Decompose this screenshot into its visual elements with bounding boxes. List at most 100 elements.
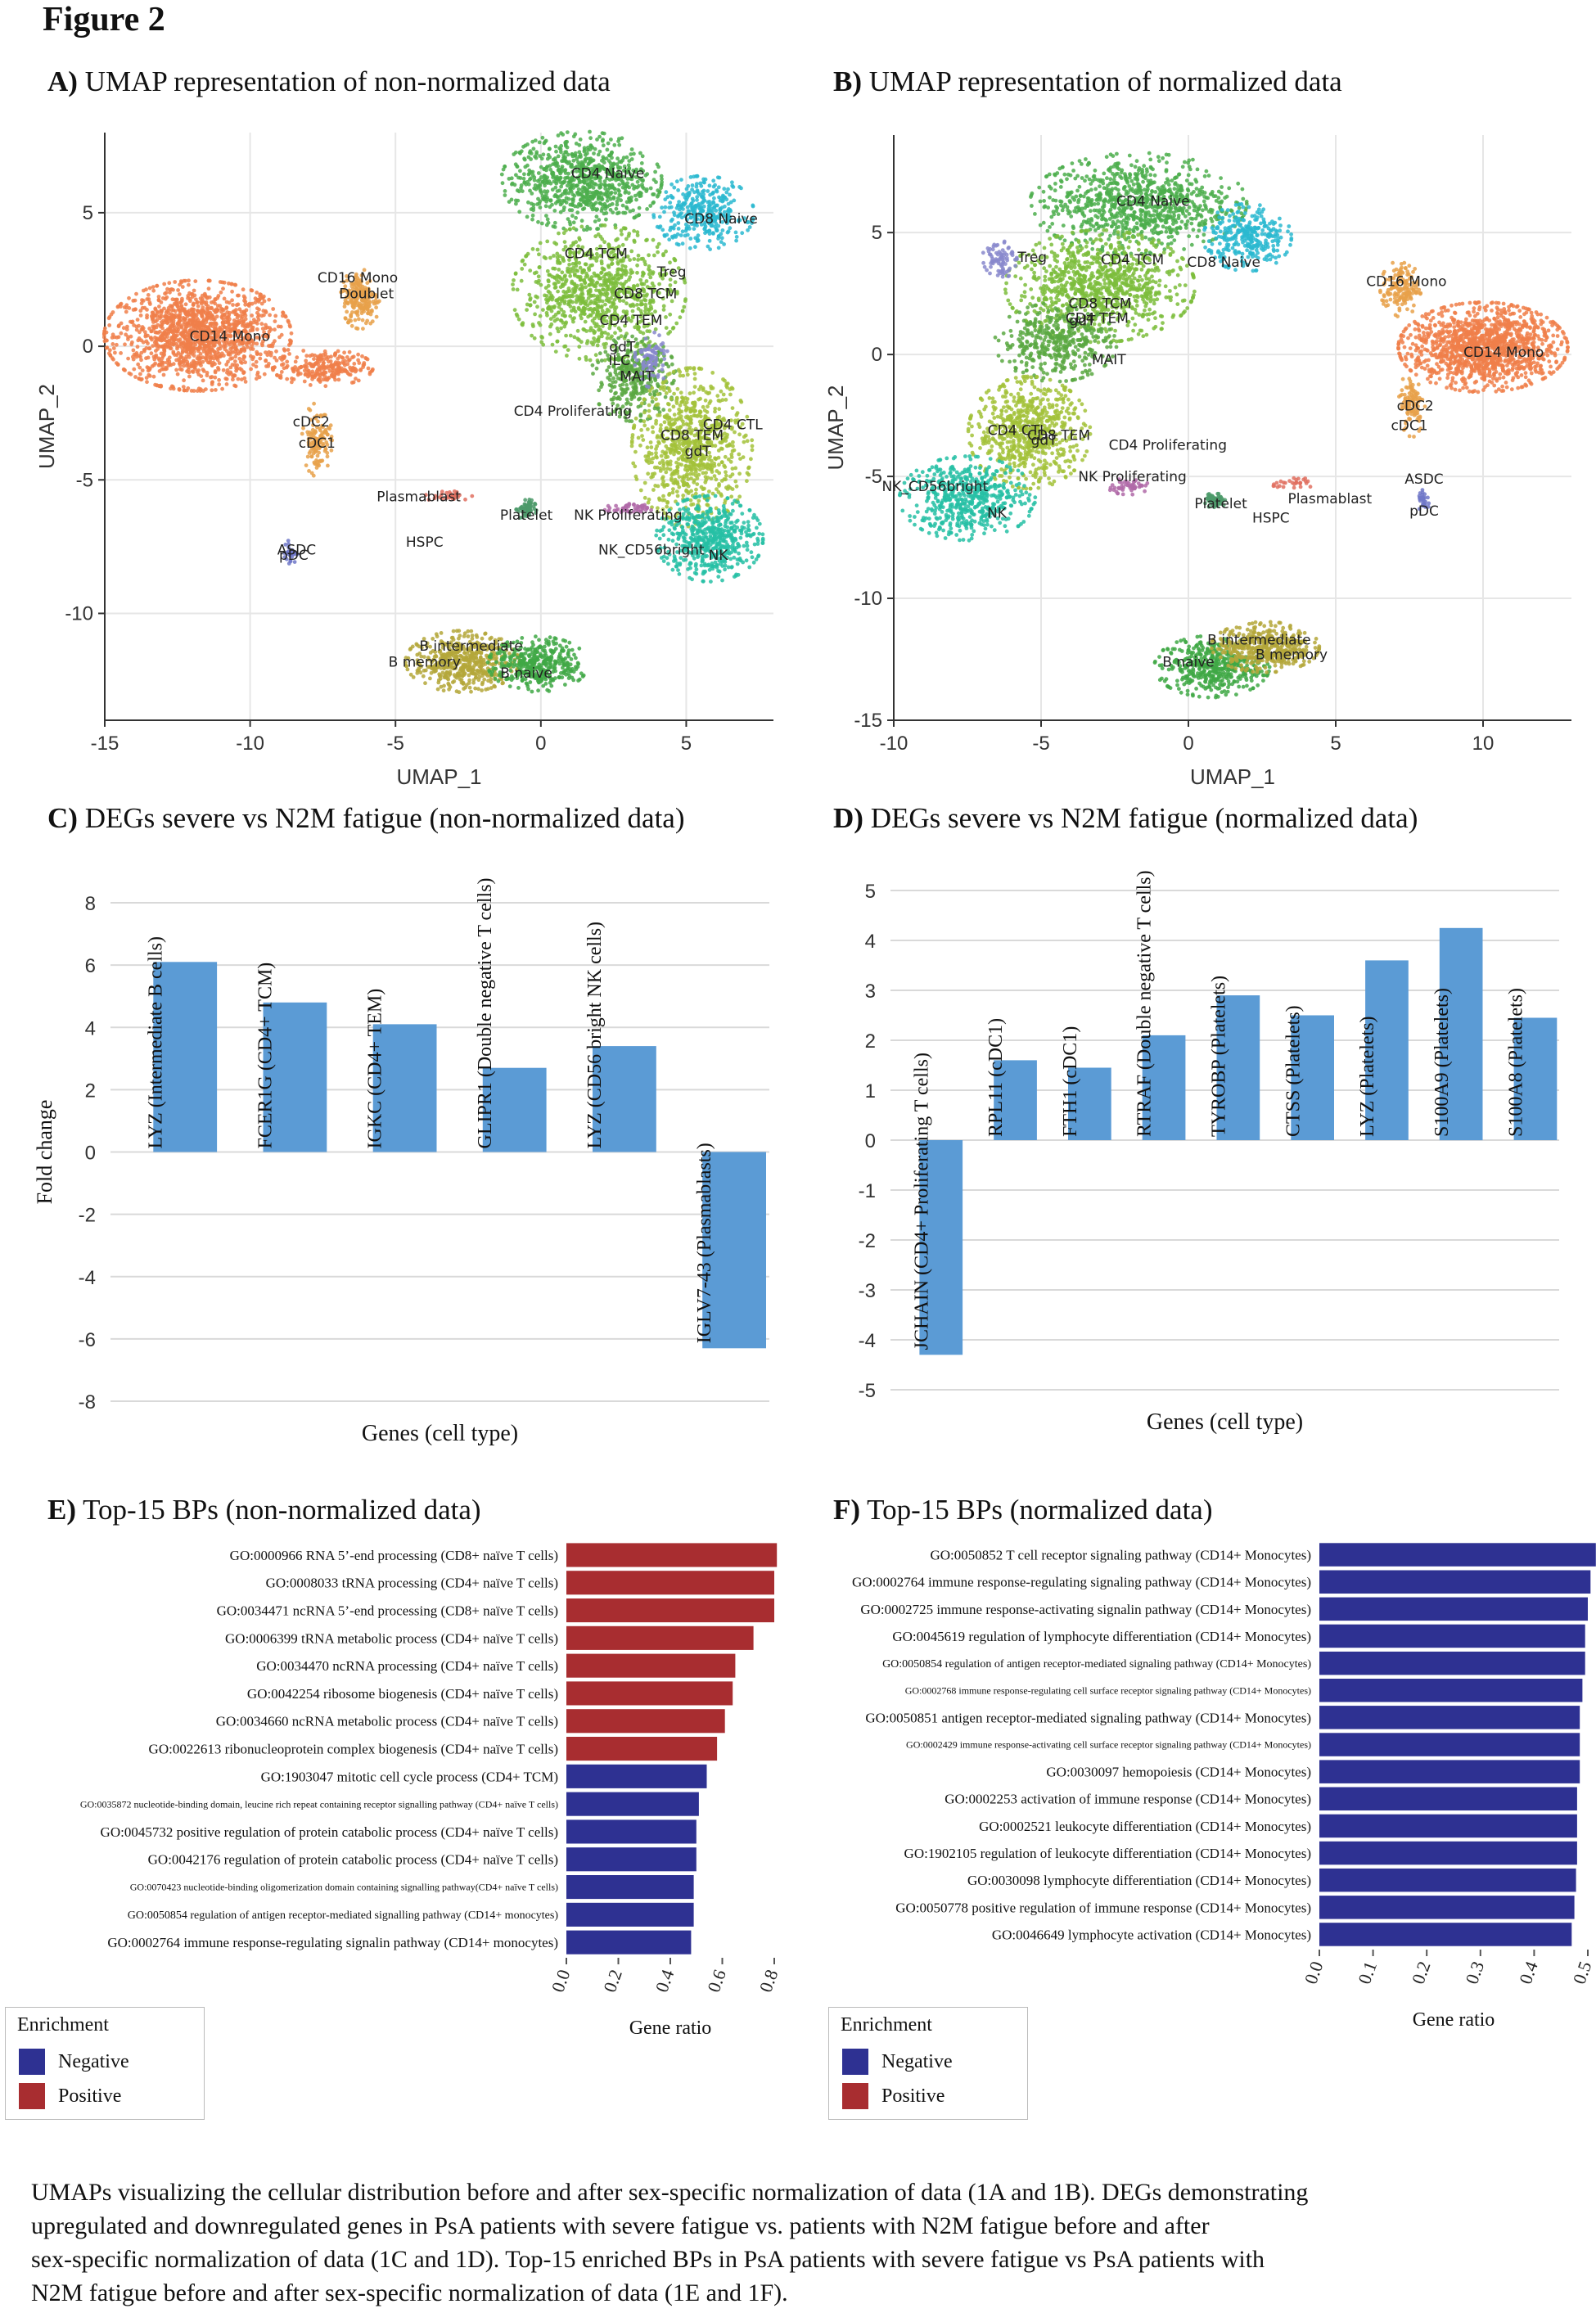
data-point xyxy=(722,195,727,200)
data-point xyxy=(354,310,359,315)
data-point xyxy=(312,357,316,361)
data-point xyxy=(650,399,655,404)
data-point xyxy=(233,282,238,287)
data-point xyxy=(161,372,166,377)
data-point xyxy=(259,295,264,300)
data-point xyxy=(657,214,662,219)
data-point xyxy=(565,354,569,358)
data-point xyxy=(639,257,644,261)
data-point xyxy=(214,388,218,392)
data-point xyxy=(667,205,672,210)
data-point xyxy=(585,151,589,156)
data-point xyxy=(321,377,326,382)
data-point xyxy=(659,423,663,427)
data-point xyxy=(640,386,644,391)
panel-e-title: E) Top-15 BPs (non-normalized data) xyxy=(47,1494,481,1526)
data-point xyxy=(620,158,624,163)
data-point xyxy=(577,345,582,349)
data-point xyxy=(632,151,636,156)
data-point xyxy=(204,358,209,363)
data-point xyxy=(530,217,534,222)
data-point xyxy=(668,312,673,317)
data-point xyxy=(653,169,657,174)
data-point xyxy=(692,174,696,179)
data-point xyxy=(336,360,340,365)
data-point xyxy=(104,338,109,343)
data-point xyxy=(612,187,617,192)
data-point xyxy=(580,309,585,313)
data-point xyxy=(210,305,214,310)
data-point xyxy=(293,359,298,364)
data-point xyxy=(567,227,572,232)
data-point xyxy=(636,258,640,262)
data-point xyxy=(295,372,300,377)
data-point xyxy=(110,332,115,337)
data-point xyxy=(605,368,610,373)
data-point xyxy=(683,228,688,233)
data-point xyxy=(349,381,354,385)
data-point xyxy=(254,359,259,364)
data-point xyxy=(104,345,109,350)
data-point xyxy=(178,300,182,305)
data-point xyxy=(539,165,543,169)
data-point xyxy=(366,311,371,316)
data-point xyxy=(222,313,227,318)
data-point xyxy=(156,356,161,361)
data-point xyxy=(522,156,526,161)
data-point xyxy=(358,305,363,309)
data-point xyxy=(320,365,325,370)
data-point xyxy=(568,183,573,187)
data-point xyxy=(184,354,189,359)
data-point xyxy=(336,377,341,382)
data-point xyxy=(583,281,588,286)
data-point xyxy=(669,354,674,359)
data-point xyxy=(358,367,363,372)
data-point xyxy=(334,371,338,376)
data-point xyxy=(677,200,681,205)
data-point xyxy=(563,322,568,327)
data-point xyxy=(730,406,735,410)
data-point xyxy=(356,352,360,357)
data-point xyxy=(707,238,712,243)
data-point xyxy=(645,445,650,450)
data-point xyxy=(241,287,246,292)
data-point xyxy=(613,307,617,312)
data-point xyxy=(337,354,342,358)
data-point xyxy=(314,458,318,462)
data-point xyxy=(679,178,683,183)
data-point xyxy=(177,292,182,296)
data-point xyxy=(243,360,247,365)
data-point xyxy=(349,323,354,328)
data-point xyxy=(187,282,191,287)
data-point xyxy=(650,281,655,286)
data-point xyxy=(605,205,610,209)
data-point xyxy=(171,287,175,292)
data-point xyxy=(562,169,567,174)
data-point xyxy=(550,342,555,347)
data-point xyxy=(672,413,677,417)
data-point xyxy=(635,185,639,190)
data-point xyxy=(317,463,322,468)
data-point xyxy=(529,157,533,161)
data-point xyxy=(219,290,223,295)
data-point xyxy=(325,376,329,381)
data-point xyxy=(565,130,570,135)
data-point xyxy=(554,149,558,154)
data-point xyxy=(730,180,734,185)
data-point xyxy=(156,331,160,335)
data-point xyxy=(108,348,112,353)
data-point xyxy=(192,288,196,293)
data-point xyxy=(517,210,522,214)
data-point xyxy=(138,313,143,318)
data-point xyxy=(128,372,133,376)
data-point xyxy=(570,279,575,284)
data-point xyxy=(616,276,621,281)
point-cloud xyxy=(101,129,765,695)
data-point xyxy=(134,354,139,359)
data-point xyxy=(136,362,141,367)
data-point xyxy=(577,337,581,342)
data-point xyxy=(750,448,755,453)
data-point xyxy=(693,408,698,413)
data-point xyxy=(197,346,202,350)
data-point xyxy=(279,370,284,374)
